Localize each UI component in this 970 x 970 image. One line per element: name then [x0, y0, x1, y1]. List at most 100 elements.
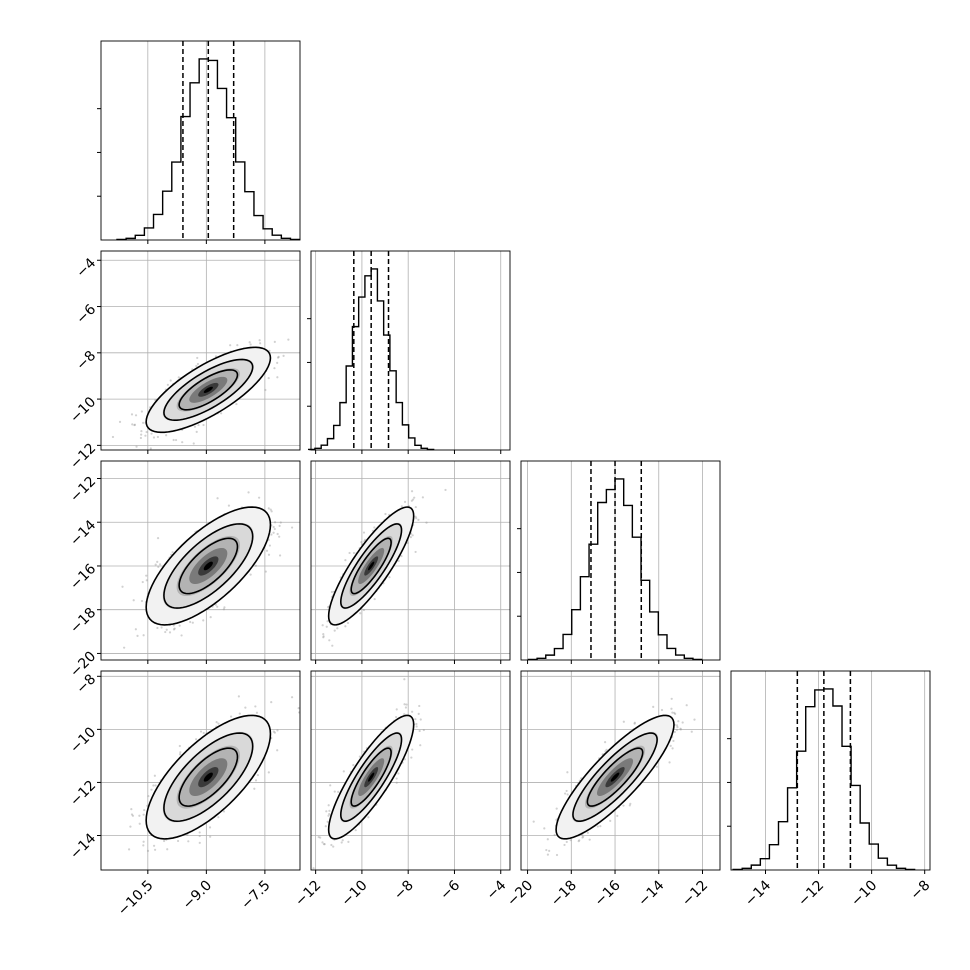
- sample-point: [147, 794, 150, 798]
- sample-point: [336, 627, 339, 630]
- sample-point: [679, 727, 682, 730]
- sample-point: [565, 840, 568, 844]
- sample-point: [267, 771, 270, 774]
- sample-point: [180, 634, 183, 637]
- x-tick-label-3-0: −14: [742, 877, 774, 909]
- sample-point: [142, 840, 145, 843]
- density-group-1-0: [111, 338, 290, 450]
- sample-point: [244, 706, 247, 709]
- sample-point: [136, 634, 139, 637]
- sample-point: [172, 628, 176, 631]
- sample-point: [195, 430, 198, 433]
- sample-point: [312, 867, 315, 870]
- sample-point: [354, 829, 357, 832]
- sample-point: [222, 608, 225, 611]
- sample-point: [249, 573, 252, 576]
- sample-point: [341, 839, 344, 842]
- sample-point: [193, 425, 197, 428]
- sample-point: [417, 712, 420, 715]
- sample-point: [578, 839, 581, 842]
- sample-point: [220, 412, 223, 415]
- sample-point: [330, 590, 334, 594]
- density-group-2-0: [121, 491, 294, 649]
- sample-point: [178, 744, 181, 748]
- sample-point: [676, 725, 679, 729]
- sample-point: [548, 849, 551, 852]
- sample-point: [373, 597, 376, 601]
- sample-point: [276, 361, 279, 364]
- sample-point: [331, 644, 334, 647]
- sample-point: [282, 354, 285, 357]
- sample-point: [671, 747, 674, 750]
- sample-point: [367, 816, 370, 819]
- x-tick-label-0-1: −9.0: [180, 877, 215, 912]
- sample-point: [278, 535, 281, 538]
- y-tick-label-2-1: −18: [67, 605, 99, 637]
- panel-frame-3-1: [310, 670, 511, 871]
- sample-point: [414, 718, 417, 721]
- sample-point: [321, 841, 324, 844]
- sample-point: [198, 831, 201, 834]
- sample-point: [603, 741, 607, 744]
- sample-point: [325, 625, 328, 628]
- sample-point: [254, 705, 257, 708]
- sample-point: [270, 533, 273, 536]
- sample-point: [326, 620, 329, 623]
- sample-point: [214, 603, 217, 606]
- sample-point: [133, 423, 136, 426]
- sample-point: [156, 537, 160, 540]
- sample-point: [187, 840, 190, 843]
- sample-point: [582, 835, 585, 838]
- sample-point: [596, 825, 599, 828]
- sample-point: [415, 517, 418, 520]
- density-group-3-0: [127, 695, 300, 852]
- sample-point: [191, 621, 194, 624]
- sample-point: [298, 711, 300, 714]
- sample-point: [172, 438, 175, 442]
- sample-point: [247, 491, 250, 494]
- sample-point: [360, 541, 363, 544]
- sample-point: [130, 813, 134, 816]
- sample-point: [272, 730, 275, 733]
- sample-point: [230, 715, 233, 718]
- sample-point: [153, 848, 157, 851]
- sample-point: [413, 496, 416, 499]
- sample-point: [327, 804, 330, 807]
- sample-point: [272, 531, 275, 534]
- sample-point: [344, 559, 347, 562]
- contour-2: [586, 747, 644, 807]
- contour-2: [178, 537, 239, 595]
- sample-point: [675, 728, 679, 731]
- sample-point: [145, 430, 148, 434]
- sample-point: [397, 772, 400, 775]
- contour-1: [163, 523, 254, 609]
- panel-frame-2-1: [310, 460, 511, 661]
- sample-point: [690, 730, 693, 733]
- sample-point: [359, 612, 362, 615]
- sample-point: [129, 825, 132, 828]
- sample-point: [214, 355, 218, 358]
- sample-point: [172, 624, 175, 627]
- sample-point: [604, 750, 607, 753]
- sample-point: [564, 792, 567, 795]
- sample-point: [421, 496, 424, 499]
- contour-0: [327, 714, 415, 840]
- sample-point: [363, 538, 367, 541]
- sample-point: [400, 505, 403, 508]
- sample-point: [277, 355, 280, 358]
- sample-point: [135, 445, 138, 448]
- sample-point: [418, 729, 421, 733]
- sample-point: [257, 496, 261, 499]
- sample-point: [404, 706, 408, 709]
- density-fill-5: [203, 561, 213, 571]
- sample-point: [189, 620, 192, 624]
- sample-point: [199, 730, 203, 733]
- grid-lines-1-1: [315, 251, 502, 450]
- sample-point: [588, 838, 591, 841]
- sample-point: [609, 819, 612, 822]
- sample-point: [566, 793, 569, 796]
- sample-point: [405, 703, 408, 706]
- x-tick-label-1-2: −8: [391, 877, 417, 903]
- sample-point: [403, 500, 407, 503]
